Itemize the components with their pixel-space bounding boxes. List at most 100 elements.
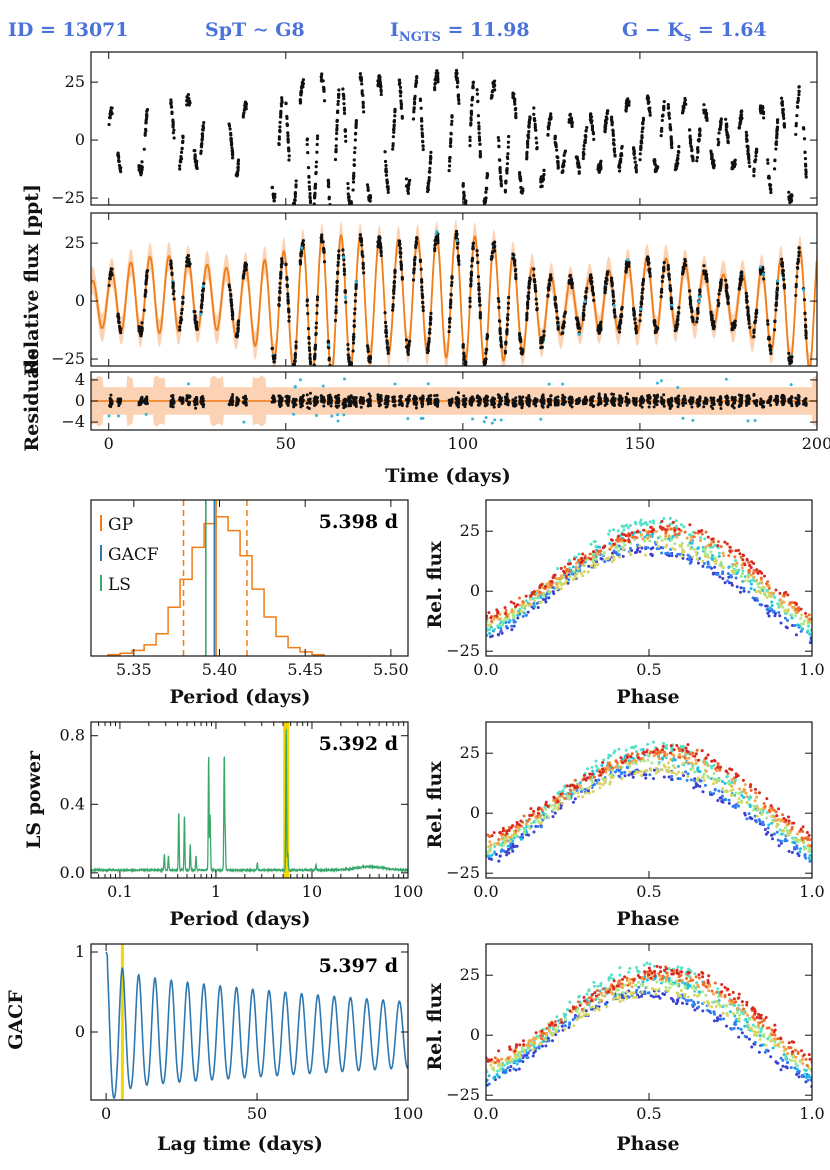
residual-point: [569, 395, 573, 399]
lightcurve-point: [633, 156, 637, 160]
lightcurve-point: [464, 199, 468, 203]
gp-data-point: [433, 243, 437, 247]
lightcurve-point: [455, 85, 460, 89]
lightcurve-point: [724, 117, 728, 121]
residual-point: [464, 402, 468, 406]
residual-point: [782, 402, 786, 406]
lightcurve-point: [640, 130, 644, 134]
lightcurve-point: [794, 124, 798, 128]
residual-point: [561, 393, 565, 397]
gp-data-point: [279, 265, 284, 269]
gp-data-point: [705, 277, 709, 281]
gp-data-point: [662, 260, 666, 265]
lightcurve-point: [294, 179, 298, 183]
spt-label: SpT ∼ G8: [205, 19, 305, 41]
lightcurve-point: [681, 108, 685, 112]
residual-point: [592, 404, 596, 408]
lightcurve-point: [344, 139, 348, 143]
residual-point: [484, 397, 488, 401]
lightcurve-point: [425, 189, 430, 194]
lightcurve-point: [180, 146, 184, 150]
gp-data-point: [347, 359, 351, 364]
lightcurve-point: [611, 133, 615, 138]
gp-data-point: [512, 261, 517, 265]
gp-data-point: [140, 321, 144, 325]
gp-data-point: [116, 312, 120, 316]
lightcurve-point: [789, 199, 793, 204]
lightcurve-point: [421, 139, 425, 143]
residual-point: [719, 402, 723, 406]
gp-outlier-point: [354, 280, 358, 284]
lightcurve-point: [782, 122, 786, 126]
lightcurve-point: [349, 207, 352, 210]
gp-data-point: [514, 267, 518, 272]
gp-data-point: [640, 291, 644, 295]
gp-data-point: [477, 287, 481, 291]
gp-data-point: [379, 245, 383, 249]
residual-point: [739, 401, 743, 405]
gp-data-point: [229, 298, 233, 302]
gp-data-point: [193, 309, 197, 314]
gp-data-point: [335, 289, 339, 293]
gp-data-point: [391, 296, 395, 300]
lightcurve-point: [348, 206, 351, 209]
lightcurve-point: [546, 132, 550, 137]
lightcurve-point: [435, 69, 439, 73]
lightcurve-point: [662, 99, 666, 104]
lightcurve-point: [320, 79, 324, 83]
gp-data-point: [336, 260, 340, 264]
lightcurve-point: [748, 164, 752, 168]
lightcurve-point: [677, 145, 681, 149]
gp-data-point: [169, 263, 173, 267]
gp-data-point: [322, 250, 326, 254]
lightcurve-point: [541, 176, 545, 180]
gp-data-point: [774, 308, 778, 312]
lightcurve-point: [689, 145, 693, 149]
gp-data-point: [681, 269, 685, 273]
gp-data-point: [570, 285, 574, 290]
gp-data-point: [646, 260, 650, 264]
lightcurve-point: [143, 131, 147, 135]
gp-data-point: [242, 272, 246, 276]
residual-point: [201, 394, 205, 398]
lightcurve-point: [285, 116, 289, 121]
gp-data-point: [449, 305, 453, 309]
residual-point: [603, 395, 607, 399]
lightcurve-point: [342, 106, 346, 110]
gp-data-point: [294, 340, 298, 344]
lightcurve-point: [702, 111, 706, 115]
gp-data-point: [491, 249, 495, 254]
residual-point: [716, 399, 720, 403]
residual-outlier: [393, 382, 397, 386]
gp-data-point: [590, 289, 595, 293]
lightcurve-point: [612, 143, 616, 147]
gp-data-point: [336, 263, 340, 268]
gp-data-point: [279, 272, 283, 276]
residual-point: [231, 400, 235, 404]
residual-point: [414, 406, 418, 410]
gp-data-point: [379, 249, 383, 253]
gp-data-point: [667, 272, 671, 276]
residual-outlier: [691, 418, 695, 422]
lightcurve-point: [655, 165, 660, 169]
gp-data-point: [471, 241, 476, 245]
lightcurve-point: [236, 158, 241, 162]
lightcurve-point: [733, 159, 737, 163]
gp-data-point: [420, 285, 424, 289]
gp-data-point: [307, 346, 311, 350]
lightcurve-point: [391, 147, 395, 151]
lightcurve-point: [314, 160, 319, 164]
gp-data-point: [329, 374, 332, 377]
gp-data-point: [687, 289, 692, 293]
gp-data-point: [585, 286, 589, 291]
residual-point: [384, 405, 388, 409]
lightcurve-point: [315, 134, 320, 138]
residual-point: [299, 405, 303, 409]
lightcurve-point: [755, 150, 759, 154]
lightcurve-point: [293, 191, 297, 195]
lightcurve-point: [568, 113, 572, 117]
color-label: G − Ks = 1.64: [622, 19, 767, 45]
lightcurve-point: [342, 94, 346, 98]
residual-point: [584, 402, 588, 406]
residual-point: [769, 403, 773, 407]
